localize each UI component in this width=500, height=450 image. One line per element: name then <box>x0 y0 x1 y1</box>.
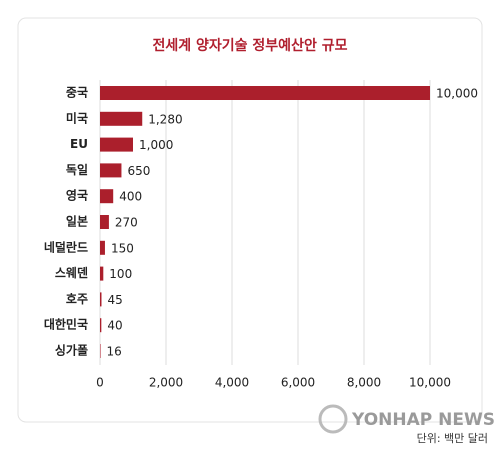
y-tick-label: 중국 <box>66 86 88 100</box>
bar <box>100 86 430 100</box>
value-label: 1,280 <box>148 112 182 126</box>
chart-title: 전세계 양자기술 정부예산안 규모 <box>153 37 348 54</box>
y-tick-label: 싱가폴 <box>55 343 88 358</box>
bar <box>100 318 102 333</box>
bar <box>100 137 133 152</box>
y-tick-label: 독일 <box>66 163 88 177</box>
value-label: 16 <box>107 345 122 359</box>
bar <box>100 292 102 307</box>
value-label: 650 <box>127 164 150 178</box>
value-label: 150 <box>111 241 134 255</box>
y-tick-label: EU <box>70 137 88 151</box>
y-tick-label: 일본 <box>66 215 88 229</box>
x-tick-label: 10,000 <box>409 376 451 390</box>
y-tick-label: 대한민국 <box>44 317 88 332</box>
bar <box>100 163 122 178</box>
bar <box>100 215 109 229</box>
watermark: YONHAP NEWS <box>351 410 495 430</box>
y-tick-label: 호주 <box>66 292 88 306</box>
unit-note: 단위: 백만 달러 <box>417 432 488 445</box>
value-label: 100 <box>109 267 132 281</box>
x-tick-label: 8,000 <box>347 376 381 390</box>
bar <box>100 266 104 281</box>
value-label: 270 <box>115 216 138 230</box>
x-tick-label: 0 <box>96 376 104 390</box>
x-tick-label: 4,000 <box>215 376 249 390</box>
bar <box>100 189 114 204</box>
value-label: 400 <box>119 190 142 204</box>
bar <box>100 240 105 255</box>
y-tick-label: 네덜란드 <box>44 239 88 254</box>
value-label: 40 <box>107 319 122 333</box>
bar <box>100 344 101 358</box>
watermark-logo <box>318 404 348 434</box>
y-tick-label: 영국 <box>66 188 88 203</box>
value-label: 1,000 <box>139 138 173 152</box>
y-tick-label: 미국 <box>66 110 88 125</box>
x-tick-label: 2,000 <box>149 376 183 390</box>
value-label: 10,000 <box>436 87 478 101</box>
value-label: 45 <box>107 293 122 307</box>
x-tick-label: 6,000 <box>281 376 315 390</box>
y-tick-label: 스웨덴 <box>55 265 88 280</box>
bar <box>100 111 143 126</box>
